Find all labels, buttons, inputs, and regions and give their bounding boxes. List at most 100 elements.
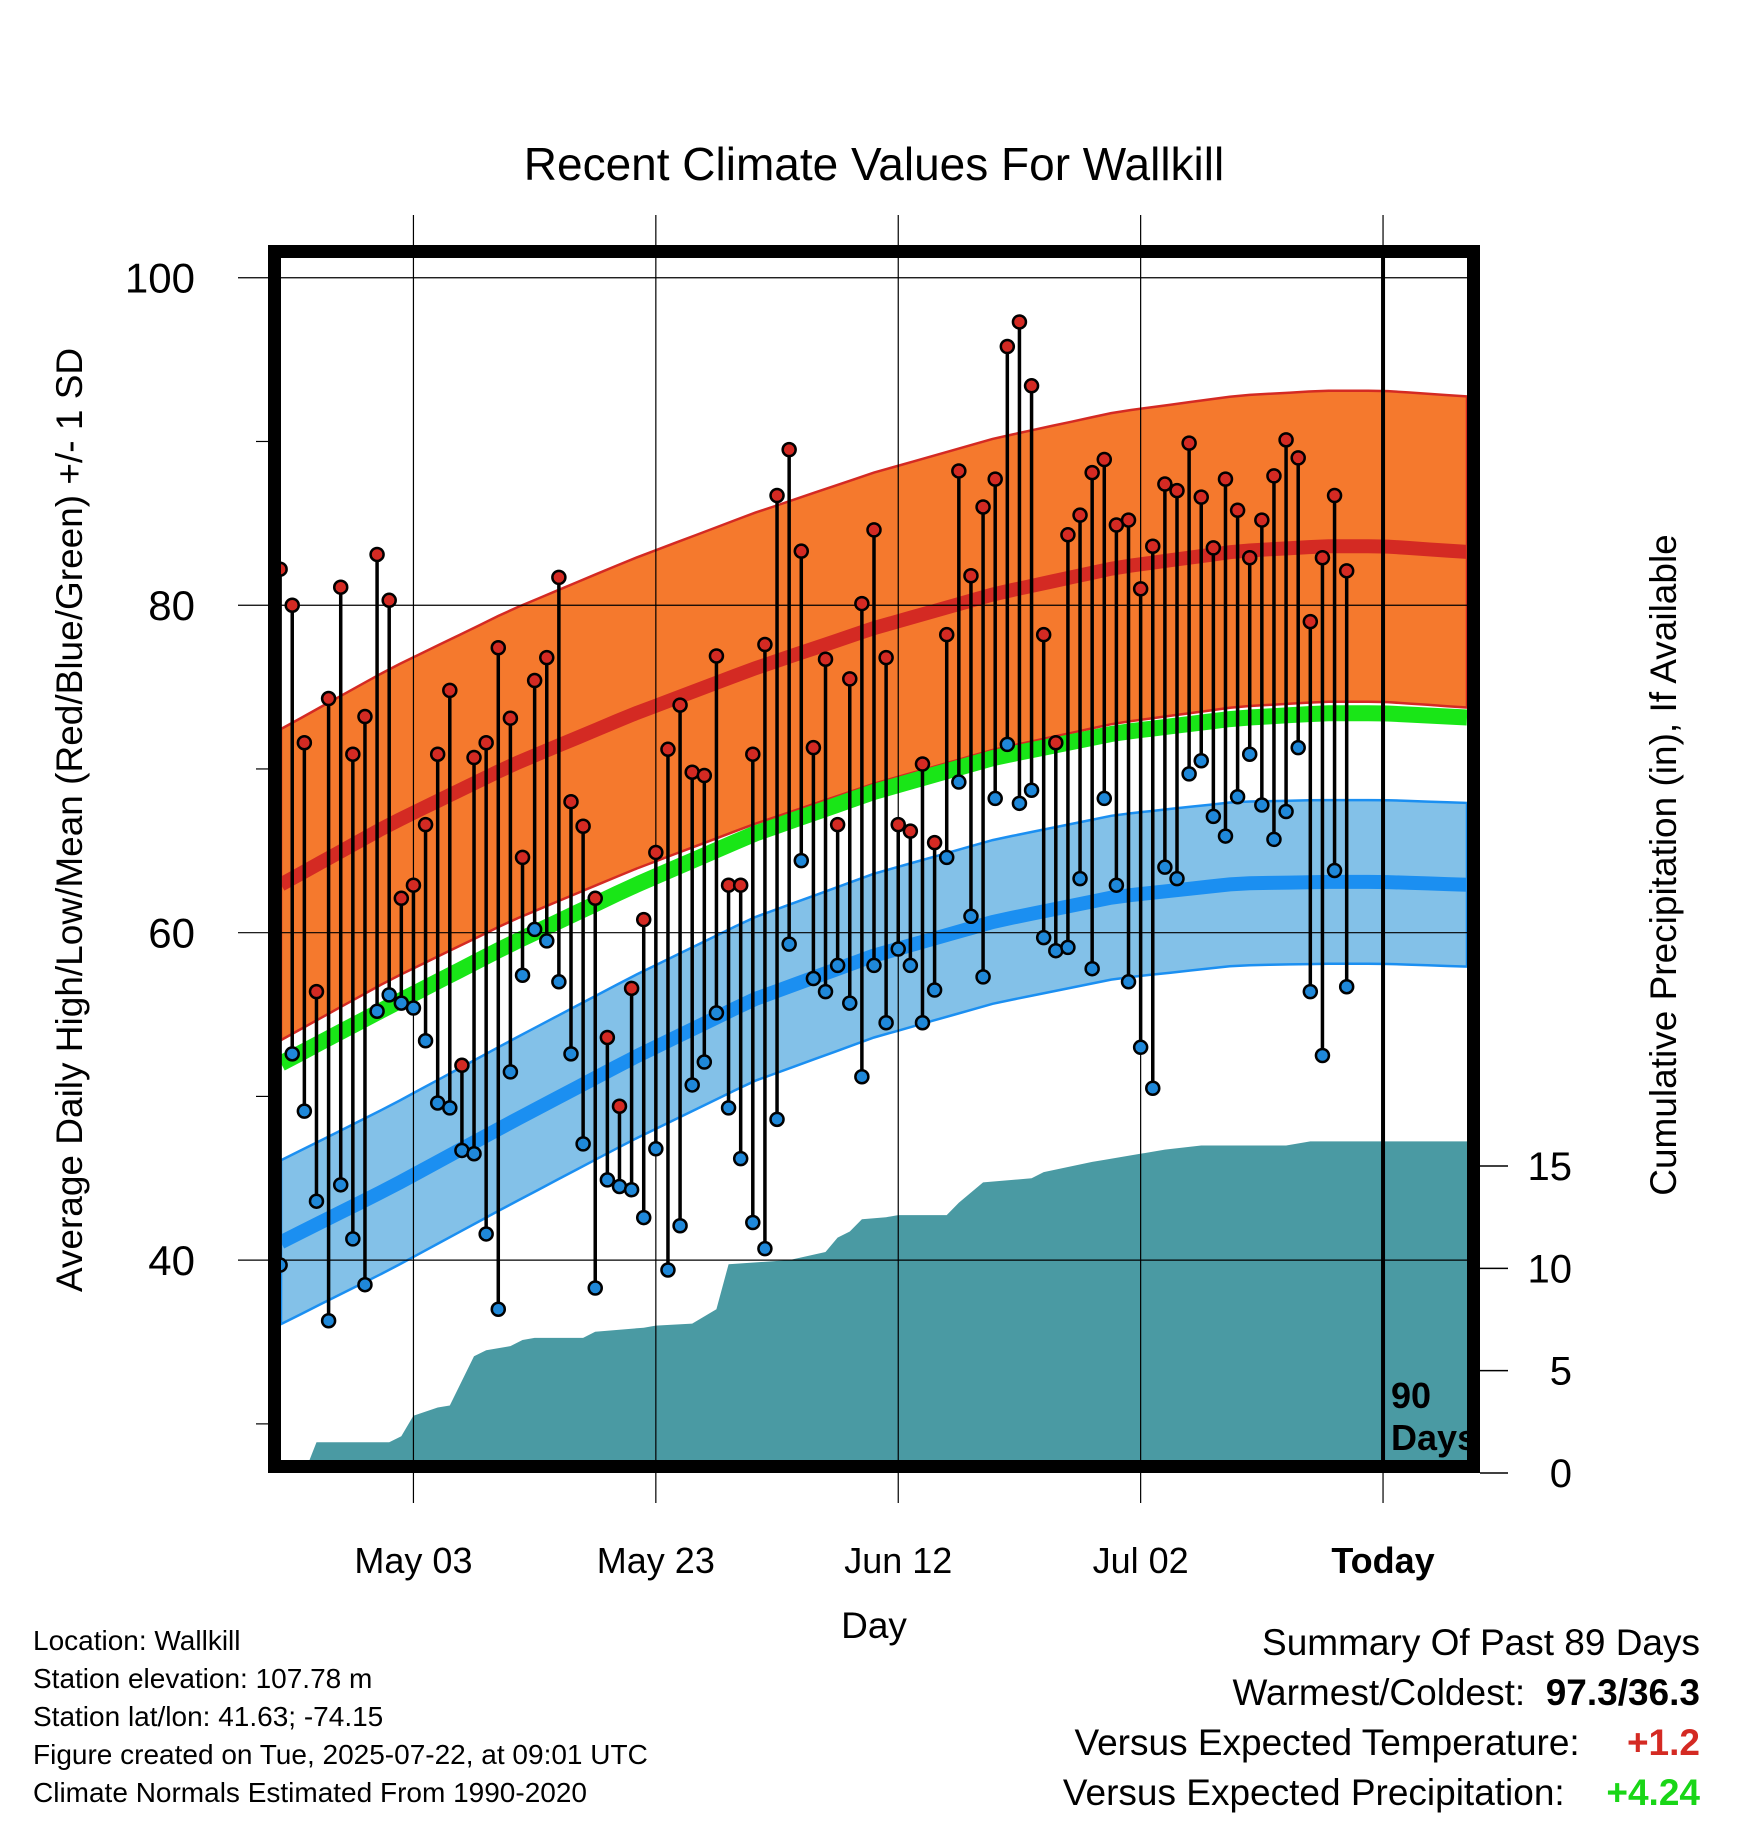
low-point [660,1262,676,1278]
low-point [805,970,822,987]
low-point [866,957,882,974]
high-point [1193,489,1209,505]
low-point [526,921,543,938]
low-point [442,1100,458,1116]
low-point [696,1054,713,1070]
low-point [405,1000,422,1016]
high-point [648,844,664,861]
high-point [296,734,313,751]
y2-axis-label: Cumulative Precipitation (in), If Availa… [1643,534,1684,1196]
low-point [902,957,919,974]
high-point [635,911,652,928]
high-point [1241,549,1258,566]
low-point [1084,960,1100,977]
precip-label: Versus Expected Precipitation: [1062,1772,1565,1813]
high-point [951,463,967,479]
low-point [732,1150,749,1167]
x-tick-label: Today [1331,1540,1434,1581]
high-point [914,756,931,772]
high-point [866,522,882,538]
temp-value: +1.2 [1626,1722,1700,1763]
precip-value: +4.24 [1606,1772,1700,1813]
x-tick-label: Jul 02 [1093,1540,1189,1581]
low-point [1290,739,1306,756]
high-point [987,471,1003,487]
created-text: Figure created on Tue, 2025-07-22, at 09… [33,1739,648,1770]
high-point [854,595,870,612]
low-point [938,849,955,866]
high-point [526,672,543,689]
high-point [829,816,846,833]
low-point [308,1193,325,1209]
low-point [1278,803,1294,820]
high-point [1120,512,1137,528]
summary-title: Summary Of Past 89 Days [1262,1622,1700,1663]
low-point [1229,789,1246,805]
high-point [1217,471,1234,487]
low-point [1217,828,1234,844]
low-point [854,1069,870,1085]
y2-tick-label: 15 [1528,1145,1573,1189]
low-point [587,1280,603,1296]
high-point [1169,482,1185,499]
high-point [781,441,797,458]
low-point [1011,795,1028,812]
high-point [405,877,422,893]
plot-frame [268,245,1480,1473]
today-days-label: Days [1391,1417,1477,1458]
y-axis-label: Average Daily High/Low/Mean (Red/Blue/Gr… [49,348,90,1292]
low-point [1193,753,1209,769]
high-point [1326,487,1343,504]
low-point [1023,782,1040,798]
high-point [732,877,749,893]
y2-tick-label: 5 [1550,1350,1572,1394]
high-point [963,567,979,584]
low-point [672,1218,688,1234]
high-point [1011,314,1028,330]
low-point [878,1014,894,1031]
high-point [1060,527,1076,543]
low-point [369,1003,385,1020]
today-days-label: 90 [1391,1375,1431,1416]
high-point [1145,538,1161,555]
low-point [563,1046,579,1062]
low-point [745,1214,761,1231]
station-info: Location: Wallkill Station elevation: 10… [33,1622,648,1812]
x-axis-label: Day [841,1605,907,1646]
temp-row: Versus Expected Temperature: +1.2 [1063,1718,1700,1768]
elevation-text: Station elevation: 107.78 m [33,1663,373,1694]
x-tick-label: Jun 12 [844,1540,952,1581]
low-point [708,1005,725,1021]
high-point [490,640,507,656]
low-point [1035,929,1052,946]
x-tick-label: May 23 [597,1540,715,1581]
low-point [1266,831,1282,848]
high-point [842,671,858,687]
low-point [599,1172,616,1188]
high-point [1254,512,1270,528]
latlon-text: Station lat/lon: 41.63; -74.15 [33,1701,384,1732]
high-point [575,818,591,835]
high-point [623,980,640,997]
low-point [1072,870,1088,887]
high-point [502,710,519,726]
high-point [805,739,822,756]
low-point [490,1301,507,1318]
y2-tick-label: 10 [1528,1247,1573,1291]
y-tick-label: 60 [148,910,195,957]
high-point [1314,549,1331,566]
high-point [284,597,300,613]
low-point [1314,1047,1331,1064]
low-point [1254,797,1270,813]
temp-label: Versus Expected Temperature: [1074,1722,1580,1763]
low-point [284,1046,300,1062]
high-point [599,1029,616,1046]
chart-title: Recent Climate Values For Wallkill [524,138,1224,190]
high-point [1278,432,1294,448]
low-point [332,1177,349,1193]
high-point [757,636,773,653]
high-point [514,849,531,866]
high-point [308,983,325,1000]
normals-text: Climate Normals Estimated From 1990-2020 [33,1777,587,1808]
